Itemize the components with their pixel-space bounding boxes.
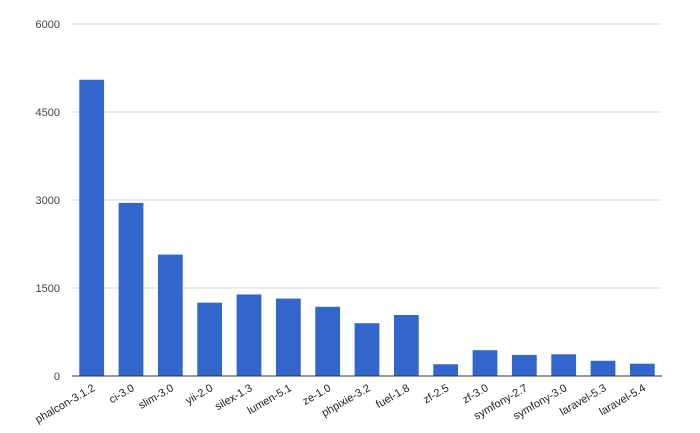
- bar-phalcon-3.1.2: [79, 79, 105, 376]
- bar-silex-1.3: [236, 294, 262, 376]
- bar-phpixie-3.2: [354, 323, 380, 376]
- y-axis-ticks: 0 1500 3000 4500 6000: [36, 19, 60, 383]
- bar-ze-1.0: [315, 306, 341, 376]
- bar-symfony-3.0: [551, 354, 577, 376]
- bar-zf-2.5: [433, 364, 459, 376]
- y-tick-label: 6000: [36, 19, 60, 31]
- bar-symfony-2.7: [511, 354, 537, 376]
- y-tick-label: 0: [54, 371, 60, 383]
- gridlines: [72, 23, 662, 289]
- x-axis-labels: phalcon-3.1.2 ci-3.0 slim-3.0 yii-2.0silex-…: [33, 382, 647, 426]
- x-tick-label: lumen-5.1: [245, 382, 293, 417]
- bar-ci-3.0: [118, 202, 144, 376]
- bar-slim-3.0: [157, 254, 183, 376]
- bar-zf-3.0: [472, 350, 498, 376]
- bars: [79, 79, 655, 376]
- x-tick-label: slim-3.0: [136, 382, 175, 412]
- x-tick-label: zf-2.5: [421, 382, 451, 406]
- bar-laravel-5.4: [629, 363, 655, 376]
- bar-fuel-1.8: [393, 314, 419, 376]
- x-tick-label: yii-2.0: [184, 382, 215, 407]
- y-tick-label: 4500: [36, 107, 60, 119]
- x-tick-label: fuel-1.8: [374, 382, 412, 411]
- bar-lumen-5.1: [275, 298, 301, 376]
- y-tick-label: 3000: [36, 195, 60, 207]
- bar-laravel-5.3: [590, 360, 616, 376]
- bar-yii-2.0: [197, 302, 223, 376]
- x-tick-label: zf-3.0: [461, 382, 491, 406]
- x-tick-label: phalcon-3.1.2: [33, 382, 97, 426]
- x-tick-label: ci-3.0: [107, 382, 136, 406]
- y-tick-label: 1500: [36, 283, 60, 295]
